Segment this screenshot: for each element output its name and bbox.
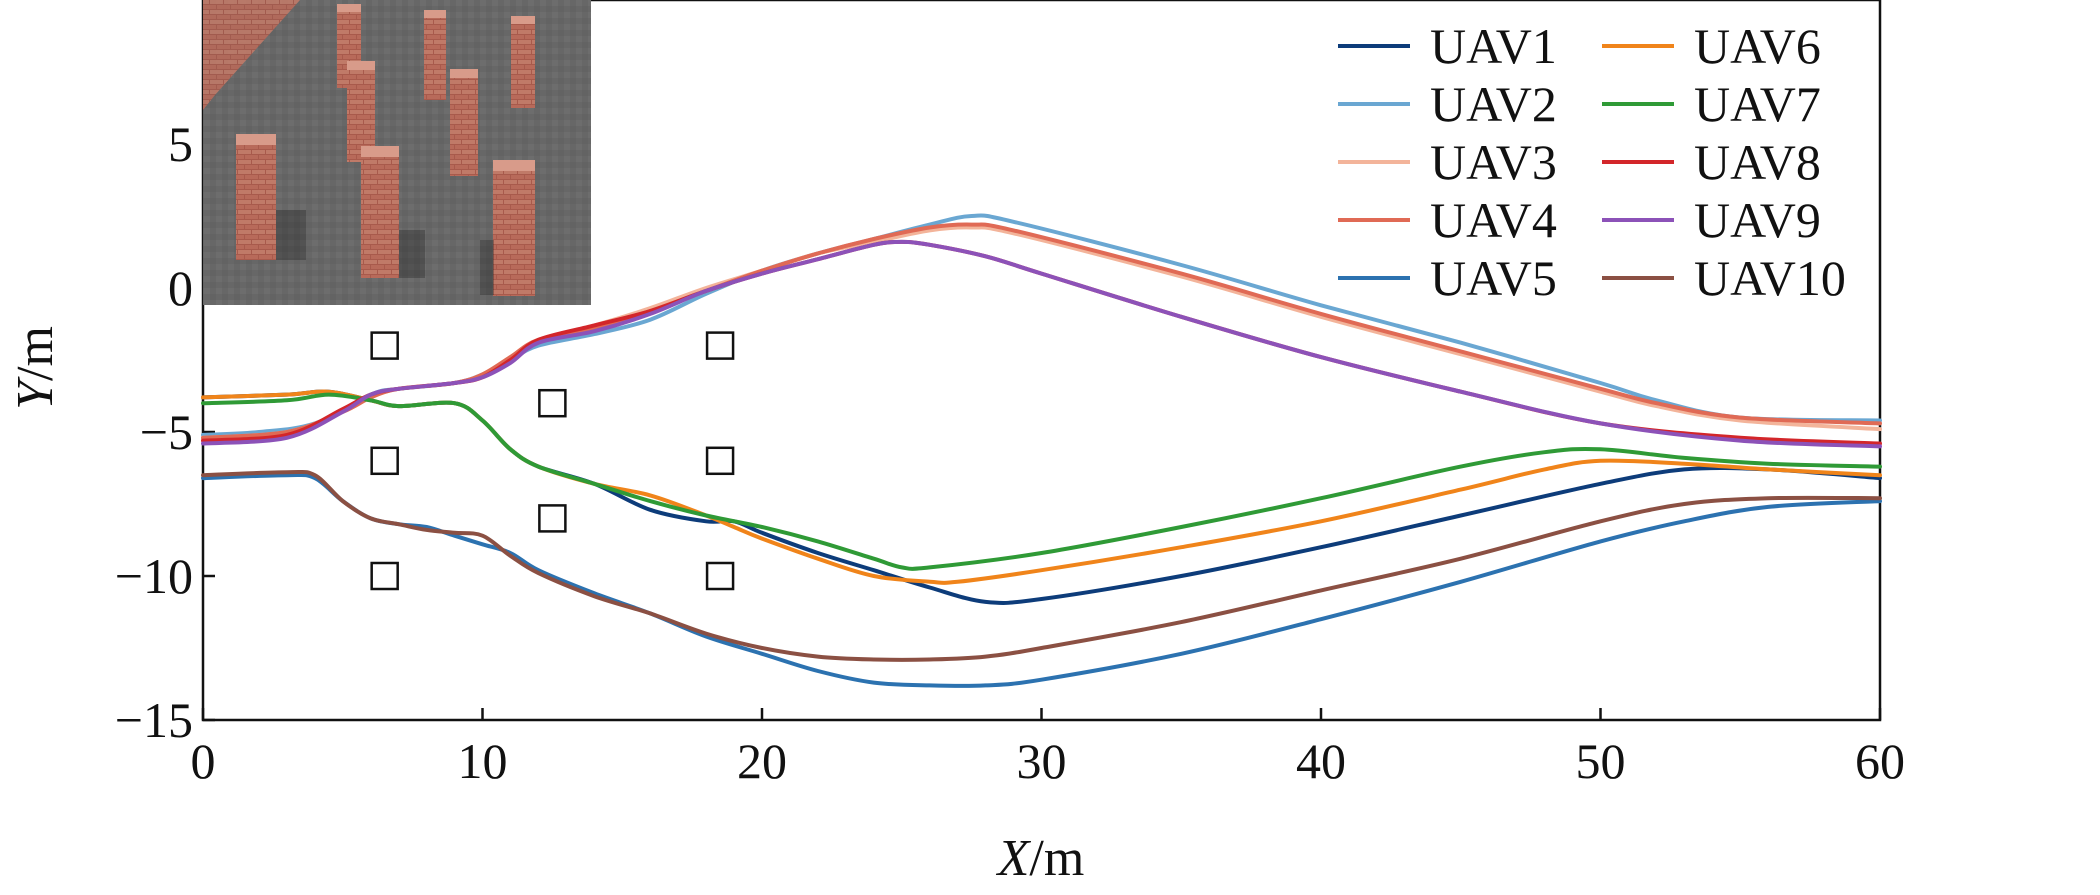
inset-pillar — [480, 160, 535, 296]
obstacle-marker — [705, 331, 735, 360]
legend-label: UAV5 — [1430, 250, 1557, 306]
inset-pillar — [424, 10, 446, 100]
obstacle-marker — [370, 331, 399, 360]
x-axis-title: X/m — [996, 830, 1085, 887]
legend-label: UAV2 — [1430, 76, 1557, 132]
legend-label: UAV8 — [1694, 134, 1821, 190]
legend-label: UAV7 — [1694, 76, 1821, 132]
obstacle-marker — [538, 388, 567, 418]
axis-tick-labels: 0 10 20 30 40 50 60 −15 −10 −5 0 5 — [115, 116, 1905, 789]
legend-label: UAV1 — [1430, 18, 1557, 74]
inset-pillar — [450, 69, 478, 176]
x-tick-label: 10 — [458, 733, 508, 789]
x-tick-label: 20 — [737, 733, 787, 789]
x-tick-label: 50 — [1576, 733, 1626, 789]
legend-label: UAV3 — [1430, 134, 1557, 190]
series-line-uav9 — [201, 239, 1882, 449]
obstacle-marker — [370, 446, 399, 476]
obstacles — [370, 331, 735, 591]
x-tick-label: 40 — [1296, 733, 1346, 789]
inset-pillar — [236, 134, 306, 260]
series-line-uav10 — [201, 469, 1882, 662]
obstacle-marker — [538, 504, 567, 533]
x-axis-title-unit: /m — [1029, 830, 1084, 887]
y-tick-label: −15 — [115, 692, 193, 748]
inset-pillar — [511, 16, 535, 108]
y-tick-label: 5 — [168, 116, 193, 172]
x-tick-label: 60 — [1855, 733, 1905, 789]
x-tick-label: 30 — [1017, 733, 1067, 789]
legend-label: UAV10 — [1694, 250, 1846, 306]
y-axis-title: Y/m — [7, 326, 64, 410]
series-line-uav7 — [201, 392, 1882, 571]
y-axis-title-unit: /m — [7, 326, 64, 381]
legend-label: UAV9 — [1694, 192, 1821, 248]
legend-label: UAV4 — [1430, 192, 1557, 248]
y-tick-label: 0 — [168, 260, 193, 316]
legend-label: UAV6 — [1694, 18, 1821, 74]
x-axis-title-var: X — [996, 830, 1032, 887]
obstacle-marker — [705, 561, 735, 591]
obstacle-marker — [705, 446, 735, 476]
y-tick-label: −10 — [115, 548, 193, 604]
series-lines — [201, 213, 1882, 688]
y-axis-title-var: Y — [7, 376, 64, 410]
inset-pillar — [361, 146, 425, 278]
x-tick-label: 0 — [191, 733, 216, 789]
series-line-uav5 — [201, 472, 1882, 688]
obstacle-marker — [370, 561, 399, 591]
inset-scene-image — [203, 0, 591, 305]
y-tick-label: −5 — [140, 404, 193, 460]
